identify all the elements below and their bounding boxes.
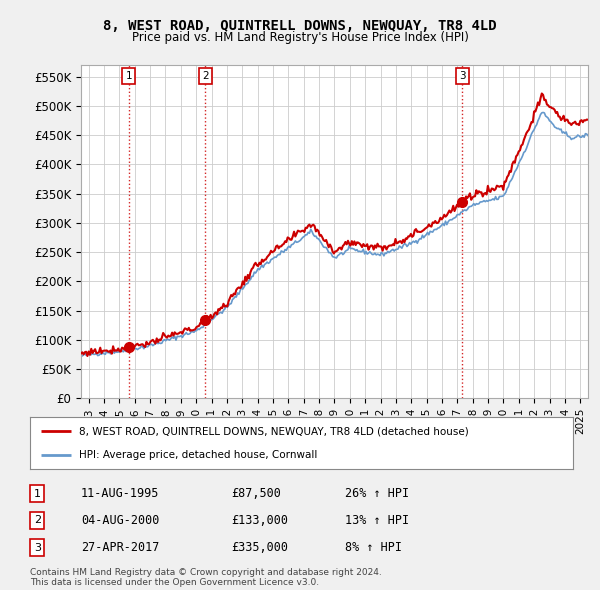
Text: 27-APR-2017: 27-APR-2017 <box>81 541 160 554</box>
Text: Price paid vs. HM Land Registry's House Price Index (HPI): Price paid vs. HM Land Registry's House … <box>131 31 469 44</box>
Text: 3: 3 <box>459 71 466 81</box>
Text: 3: 3 <box>34 543 41 552</box>
Text: 26% ↑ HPI: 26% ↑ HPI <box>345 487 409 500</box>
Text: 2: 2 <box>202 71 209 81</box>
Text: 1: 1 <box>34 489 41 499</box>
Text: HPI: Average price, detached house, Cornwall: HPI: Average price, detached house, Corn… <box>79 450 317 460</box>
Text: 2: 2 <box>34 516 41 525</box>
Text: £87,500: £87,500 <box>231 487 281 500</box>
Text: £133,000: £133,000 <box>231 514 288 527</box>
Text: 8% ↑ HPI: 8% ↑ HPI <box>345 541 402 554</box>
Text: 8, WEST ROAD, QUINTRELL DOWNS, NEWQUAY, TR8 4LD (detached house): 8, WEST ROAD, QUINTRELL DOWNS, NEWQUAY, … <box>79 426 469 436</box>
Text: 1: 1 <box>125 71 132 81</box>
Text: Contains HM Land Registry data © Crown copyright and database right 2024.
This d: Contains HM Land Registry data © Crown c… <box>30 568 382 587</box>
Text: 8, WEST ROAD, QUINTRELL DOWNS, NEWQUAY, TR8 4LD: 8, WEST ROAD, QUINTRELL DOWNS, NEWQUAY, … <box>103 19 497 33</box>
Text: £335,000: £335,000 <box>231 541 288 554</box>
Text: 11-AUG-1995: 11-AUG-1995 <box>81 487 160 500</box>
Text: 13% ↑ HPI: 13% ↑ HPI <box>345 514 409 527</box>
Text: 04-AUG-2000: 04-AUG-2000 <box>81 514 160 527</box>
